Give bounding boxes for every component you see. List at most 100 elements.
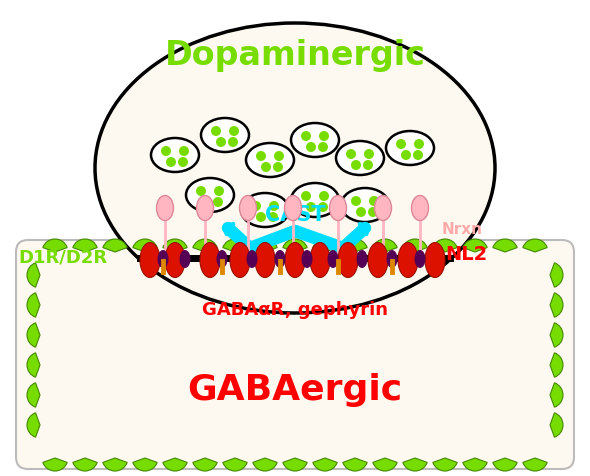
Wedge shape [27, 293, 40, 317]
Ellipse shape [211, 126, 221, 136]
Ellipse shape [356, 207, 366, 217]
Ellipse shape [396, 139, 406, 149]
Ellipse shape [255, 242, 275, 278]
Wedge shape [103, 458, 127, 471]
Wedge shape [463, 458, 487, 471]
Ellipse shape [230, 242, 250, 278]
Ellipse shape [386, 131, 434, 165]
Ellipse shape [269, 201, 279, 211]
Ellipse shape [241, 193, 289, 227]
Wedge shape [550, 383, 563, 407]
Ellipse shape [319, 131, 329, 141]
Ellipse shape [251, 201, 261, 211]
Ellipse shape [217, 250, 228, 268]
Ellipse shape [201, 197, 211, 207]
Wedge shape [550, 263, 563, 287]
Wedge shape [493, 239, 517, 252]
Wedge shape [133, 458, 157, 471]
Ellipse shape [401, 150, 411, 160]
Wedge shape [103, 239, 127, 252]
Ellipse shape [247, 250, 257, 268]
Text: CAST: CAST [265, 205, 325, 225]
Ellipse shape [165, 242, 185, 278]
Ellipse shape [415, 250, 425, 268]
Wedge shape [493, 458, 517, 471]
Ellipse shape [256, 151, 266, 161]
Ellipse shape [140, 242, 160, 278]
Ellipse shape [338, 242, 358, 278]
Ellipse shape [386, 250, 398, 268]
Ellipse shape [200, 242, 220, 278]
Ellipse shape [368, 242, 388, 278]
Text: Nrxn: Nrxn [442, 222, 483, 238]
Wedge shape [433, 239, 457, 252]
Wedge shape [403, 239, 427, 252]
Ellipse shape [346, 149, 356, 159]
Text: GABAαR, gephyrin: GABAαR, gephyrin [202, 301, 388, 319]
Wedge shape [27, 413, 40, 437]
Wedge shape [43, 458, 67, 471]
Ellipse shape [301, 191, 311, 201]
Ellipse shape [319, 191, 329, 201]
Ellipse shape [291, 183, 339, 217]
Ellipse shape [268, 212, 278, 222]
Wedge shape [523, 458, 547, 471]
Ellipse shape [356, 250, 368, 268]
Ellipse shape [229, 126, 239, 136]
Wedge shape [223, 239, 247, 252]
Ellipse shape [375, 196, 392, 220]
Ellipse shape [301, 131, 311, 141]
Wedge shape [313, 458, 337, 471]
Ellipse shape [364, 149, 374, 159]
Ellipse shape [196, 196, 214, 220]
Wedge shape [133, 239, 157, 252]
Ellipse shape [306, 142, 316, 152]
Ellipse shape [161, 146, 171, 156]
Wedge shape [550, 293, 563, 317]
Ellipse shape [196, 186, 206, 196]
Wedge shape [313, 239, 337, 252]
Ellipse shape [411, 196, 428, 220]
Ellipse shape [201, 118, 249, 152]
Wedge shape [43, 239, 67, 252]
Wedge shape [223, 458, 247, 471]
Wedge shape [463, 239, 487, 252]
Ellipse shape [327, 250, 339, 268]
Ellipse shape [178, 157, 188, 167]
Ellipse shape [291, 123, 339, 157]
Wedge shape [523, 239, 547, 252]
Ellipse shape [329, 196, 346, 220]
Ellipse shape [336, 141, 384, 175]
Ellipse shape [285, 242, 305, 278]
Ellipse shape [261, 162, 271, 172]
Ellipse shape [310, 242, 330, 278]
Ellipse shape [341, 188, 389, 222]
Ellipse shape [318, 142, 328, 152]
Wedge shape [550, 353, 563, 377]
Ellipse shape [95, 23, 495, 313]
Wedge shape [253, 239, 277, 252]
Wedge shape [433, 458, 457, 471]
Ellipse shape [425, 242, 445, 278]
Ellipse shape [213, 197, 223, 207]
Wedge shape [27, 383, 40, 407]
Ellipse shape [256, 212, 266, 222]
Ellipse shape [216, 137, 226, 147]
Ellipse shape [186, 178, 234, 212]
Wedge shape [27, 263, 40, 287]
Wedge shape [27, 323, 40, 347]
Wedge shape [403, 458, 427, 471]
Wedge shape [283, 458, 307, 471]
Text: D1R/D2R: D1R/D2R [19, 249, 108, 267]
Ellipse shape [351, 196, 361, 206]
Wedge shape [193, 458, 217, 471]
Wedge shape [163, 458, 187, 471]
Wedge shape [73, 239, 97, 252]
Wedge shape [283, 239, 307, 252]
Ellipse shape [414, 139, 424, 149]
Wedge shape [253, 458, 277, 471]
Ellipse shape [363, 160, 373, 170]
Ellipse shape [369, 196, 379, 206]
Text: NL2: NL2 [445, 246, 487, 265]
Ellipse shape [246, 143, 294, 177]
